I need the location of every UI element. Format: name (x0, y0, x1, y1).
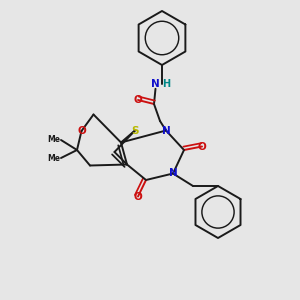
Text: S: S (131, 125, 139, 136)
Text: Me: Me (47, 135, 61, 144)
Text: H: H (162, 79, 170, 89)
Text: O: O (77, 126, 86, 136)
Text: N: N (151, 80, 159, 89)
Text: O: O (134, 191, 142, 202)
Text: O: O (134, 95, 142, 105)
Text: N: N (162, 125, 170, 136)
Text: O: O (198, 142, 206, 152)
Text: Me: Me (47, 154, 61, 163)
Text: N: N (169, 169, 177, 178)
